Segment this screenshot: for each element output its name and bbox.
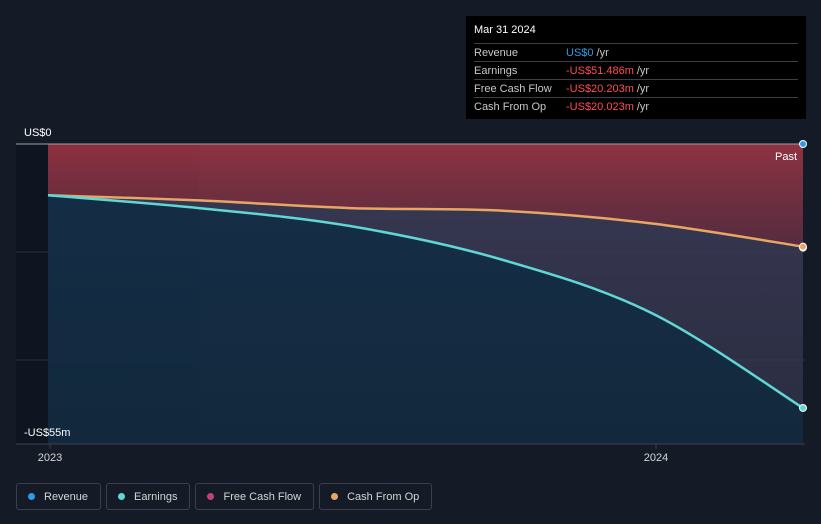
legend-label: Free Cash Flow — [223, 490, 302, 503]
x-tick-label: 2023 — [38, 452, 62, 464]
cash-from-op-line — [47, 194, 804, 248]
tooltip-panel: Mar 31 2024 Revenue US$0 /yr Earnings -U… — [466, 16, 806, 119]
legend-label: Revenue — [44, 490, 89, 503]
legend: Revenue Earnings Free Cash Flow Cash Fro… — [16, 483, 433, 510]
tooltip-unit: /yr — [596, 46, 609, 59]
tooltip-date: Mar 31 2024 — [474, 24, 536, 36]
tooltip-value: -US$51.486m — [566, 64, 634, 77]
legend-label: Earnings — [134, 490, 178, 503]
legend-item-earnings[interactable]: Earnings — [106, 483, 191, 510]
x-tick-label: 2024 — [644, 452, 668, 464]
tooltip-value: -US$20.203m — [566, 82, 634, 95]
legend-item-free-cash-flow[interactable]: Free Cash Flow — [195, 483, 315, 510]
tooltip-label: Earnings — [474, 64, 518, 77]
past-label: Past — [775, 151, 797, 163]
tooltip-value: US$0 — [566, 46, 594, 59]
tooltip-value: -US$20.023m — [566, 100, 634, 113]
legend-label: Cash From Op — [347, 490, 420, 503]
revenue-end-point — [799, 140, 807, 148]
tooltip-label: Cash From Op — [474, 100, 547, 113]
tooltip-row-earnings: Earnings -US$51.486m /yr — [474, 61, 798, 79]
tooltip-unit: /yr — [636, 64, 650, 77]
tooltip-row-cash-from-op: Cash From Op -US$20.023m /yr — [474, 97, 798, 115]
revenue-dot-icon — [28, 493, 35, 500]
cash-from-op-end-point — [799, 242, 807, 251]
cash-flow-area-fill — [48, 144, 803, 247]
legend-item-cash-from-op[interactable]: Cash From Op — [319, 483, 433, 510]
earnings-area-fill — [48, 195, 803, 444]
tooltip-unit: /yr — [636, 82, 650, 95]
tooltip-unit: /yr — [636, 100, 650, 113]
free-cash-flow-dot-icon — [207, 493, 215, 500]
earnings-dot-icon — [118, 493, 126, 500]
tooltip-row-free-cash-flow: Free Cash Flow -US$20.203m /yr — [474, 79, 798, 97]
legend-item-revenue[interactable]: Revenue — [16, 483, 102, 510]
earnings-cash-band-fill — [48, 195, 803, 408]
tooltip-row-revenue: Revenue US$0 /yr — [474, 43, 798, 61]
earnings-line — [47, 194, 804, 410]
earnings-end-point — [799, 403, 807, 412]
tooltip-label: Free Cash Flow — [474, 82, 552, 95]
cash-from-op-dot-icon — [331, 493, 339, 500]
y-top-label: US$0 — [24, 127, 52, 139]
tooltip-label: Revenue — [474, 46, 519, 59]
y-bottom-label: -US$55m — [24, 427, 70, 439]
